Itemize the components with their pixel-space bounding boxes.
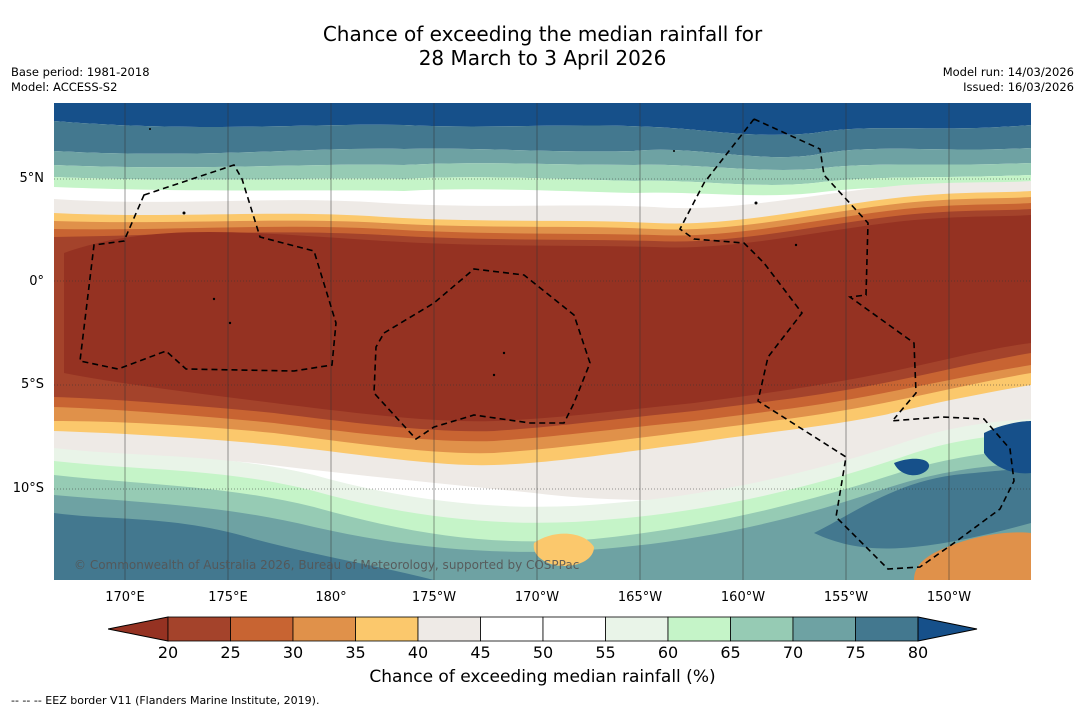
eez-borders — [79, 118, 1015, 570]
lon-label-165w: 165°W — [617, 590, 663, 605]
copyright-text: © Commonwealth of Australia 2026, Bureau… — [74, 558, 580, 572]
north-band-70-75 — [54, 121, 1031, 158]
colorbar-cells — [167, 616, 919, 642]
colorbar-tick-label: 40 — [407, 643, 429, 662]
colorbar-tick-label: 70 — [782, 643, 804, 662]
colorbar-cell — [542, 616, 606, 642]
colorbar-tick-label: 65 — [720, 643, 741, 662]
lon-label-175e: 175°E — [208, 590, 248, 605]
map-title-line1: Chance of exceeding the median rainfall … — [322, 22, 763, 46]
eez-line-islands — [678, 118, 1015, 570]
colorbar-tick-label: 45 — [470, 643, 491, 662]
model-run-date: Model run: 14/03/2026 — [942, 65, 1074, 79]
lon-label-170w: 170°W — [514, 590, 560, 605]
island-dots — [149, 128, 798, 377]
colorbar-cell — [480, 616, 544, 642]
south-east-dry-patch — [914, 532, 1031, 580]
lat-label-5s: 5°S — [20, 377, 44, 392]
north-band-65-70 — [54, 148, 1031, 170]
colorbar-tick-label: 75 — [845, 643, 866, 662]
colorbar-cell — [730, 616, 794, 642]
colorbar-tick-label: 60 — [657, 643, 679, 662]
colorbar-cell — [167, 616, 231, 642]
lon-label-150w: 150°W — [926, 590, 972, 605]
run-info: Model run: 14/03/2026 Issued: 16/03/2026 — [943, 65, 1074, 95]
issued-date: Issued: 16/03/2026 — [963, 80, 1074, 94]
colorbar-cell — [230, 616, 294, 642]
south-dry-patch — [533, 533, 594, 567]
eez-kiribati-west — [79, 164, 337, 372]
colorbar-high-triangle — [917, 616, 978, 642]
lon-label-170e: 170°E — [105, 590, 145, 605]
lon-label-155w: 155°W — [823, 590, 869, 605]
eez-tokelau-phoenix — [373, 268, 591, 441]
model-name: Model: ACCESS-S2 — [11, 80, 118, 94]
colorbar-title: Chance of exceeding median rainfall (%) — [369, 667, 716, 687]
colorbar-tick-label: 35 — [345, 643, 366, 662]
north-band-75-80 — [54, 103, 1031, 135]
map-gridlines — [54, 178, 1031, 490]
colorbar-tick-label: 20 — [157, 643, 179, 662]
lat-label-5n: 5°N — [19, 171, 45, 186]
colorbar-tick-label: 50 — [532, 643, 554, 662]
map-title-line2: 28 March to 3 April 2026 — [418, 46, 667, 70]
colorbar-cell — [792, 616, 856, 642]
lon-label-160w: 160°W — [720, 590, 766, 605]
colorbar — [108, 616, 978, 642]
colorbar-low-triangle — [108, 616, 169, 642]
colorbar-cell — [292, 616, 356, 642]
lon-label-175w: 175°W — [411, 590, 457, 605]
eez-footnote: -- -- -- EEZ border V11 (Flanders Marine… — [11, 694, 320, 707]
colorbar-cell — [855, 616, 919, 642]
map-meridians — [124, 103, 950, 580]
colorbar-cell — [417, 616, 481, 642]
colorbar-tick-label: 55 — [595, 643, 616, 662]
lat-label-0: 0° — [29, 274, 44, 289]
colorbar-cell — [355, 616, 419, 642]
rainfall-map-svg — [54, 103, 1031, 580]
colorbar-tick-label: 80 — [907, 643, 929, 662]
lon-label-180: 180° — [315, 590, 347, 605]
rainfall-map: © Commonwealth of Australia 2026, Bureau… — [54, 103, 1031, 580]
model-info: Base period: 1981-2018 Model: ACCESS-S2 — [11, 65, 150, 95]
colorbar-tick-label: 25 — [220, 643, 241, 662]
colorbar-cell — [605, 616, 669, 642]
colorbar-tick-label: 30 — [282, 643, 304, 662]
lat-label-10s: 10°S — [12, 481, 44, 496]
north-band-60-65 — [54, 163, 1031, 185]
north-band-55-60 — [54, 175, 1031, 196]
base-period: Base period: 1981-2018 — [11, 65, 150, 79]
colorbar-cell — [667, 616, 731, 642]
south-band-75-80 — [54, 469, 1031, 580]
